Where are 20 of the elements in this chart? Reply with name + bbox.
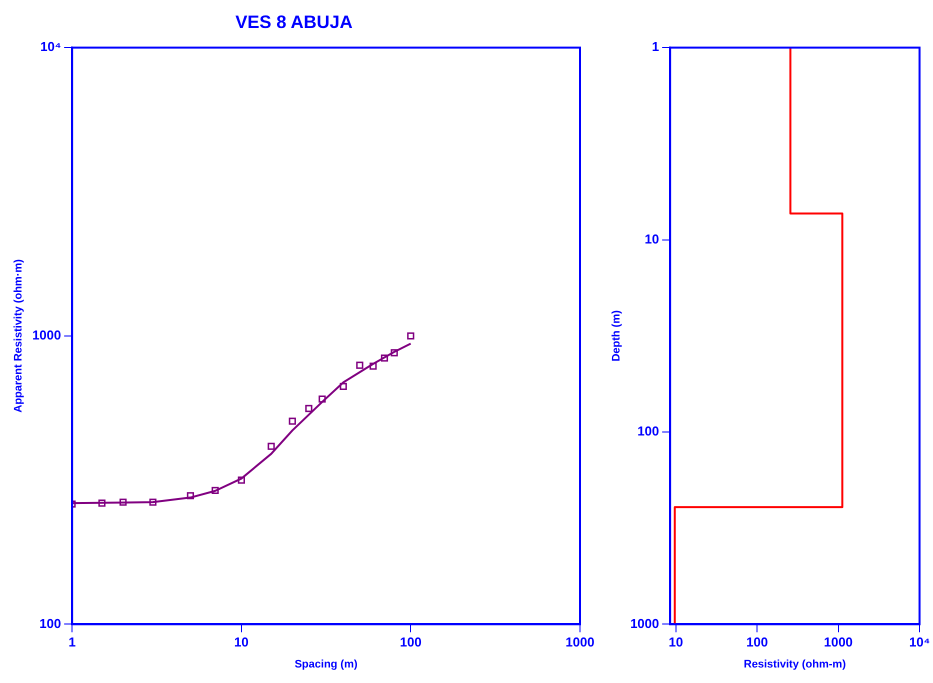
y-axis-title: Depth (m) [610,310,623,362]
x-tick-label: 1 [68,634,76,650]
x-tick-label: 10 [234,634,249,650]
y-tick-label: 10⁴ [40,39,62,54]
y-axis-title: Apparent Resistivity (ohm·m) [12,258,25,413]
x-tick-label: 10 [668,634,684,650]
y-tick-label: 1000 [630,616,660,631]
y-tick-label: 1000 [32,327,62,342]
y-tick-label: 100 [637,424,660,439]
y-tick-label: 1 [652,39,660,54]
y-tick-label: 10 [644,231,660,246]
x-tick-label: 1000 [566,634,594,650]
x-tick-label: 10⁴ [909,634,930,650]
x-axis-title: Resistivity (ohm-m) [744,658,846,670]
y-tick-label: 100 [39,616,62,631]
x-axis-title: Spacing (m) [294,658,358,670]
chart-title: VES 8 ABUJA [235,12,353,32]
x-tick-label: 100 [400,634,422,650]
x-tick-label: 100 [746,634,768,650]
x-tick-label: 1000 [824,634,853,650]
